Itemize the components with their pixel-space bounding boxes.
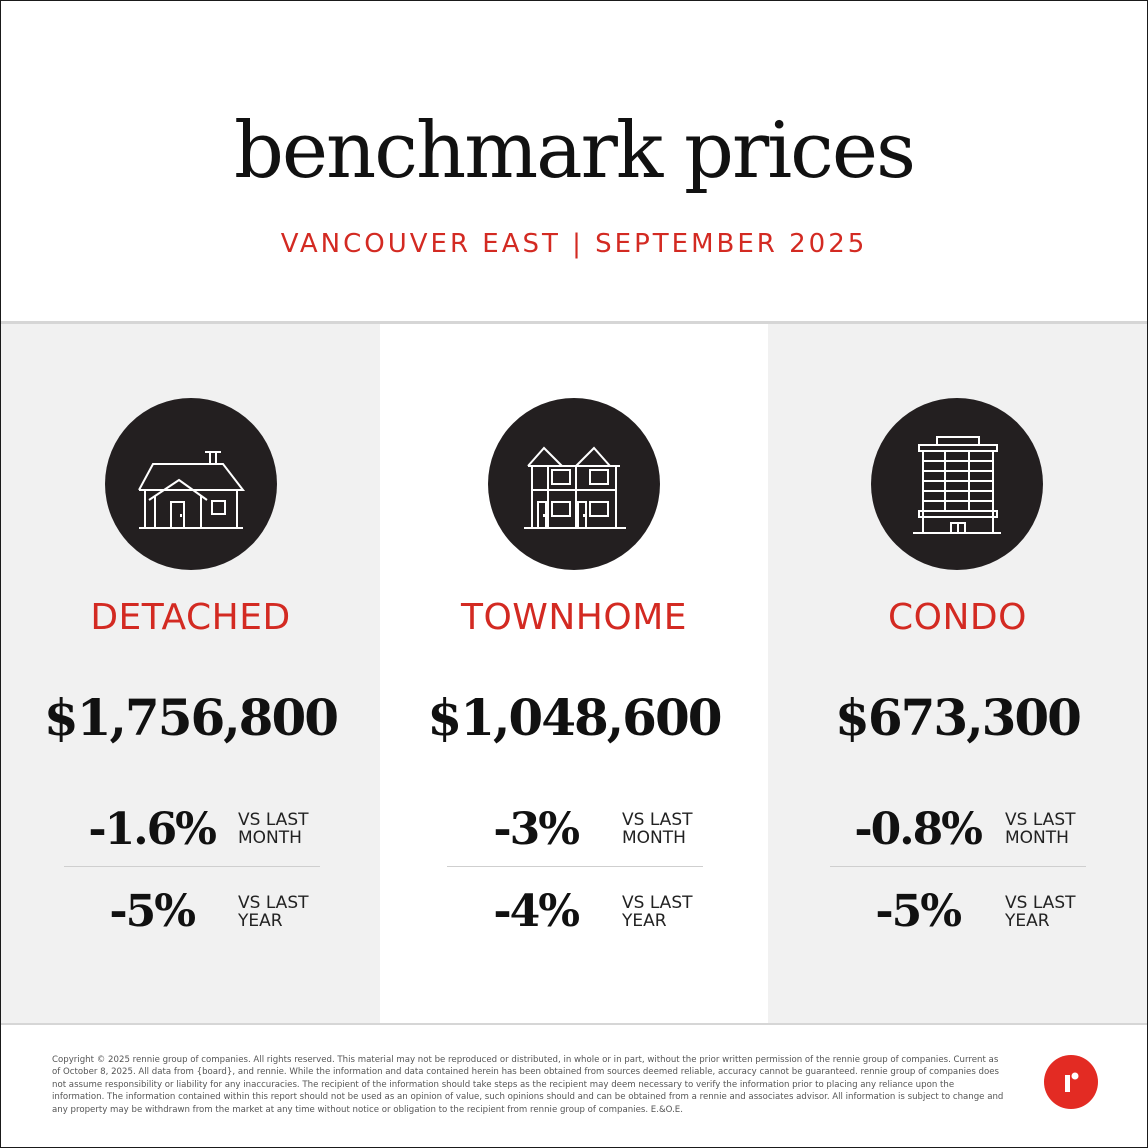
detached-year-change: -5% bbox=[51, 882, 196, 942]
year-label-line2: YEAR bbox=[1005, 911, 1050, 931]
header: benchmark prices VANCOUVER EAST | SEPTEM… bbox=[1, 1, 1147, 321]
month-label-line1: VS LAST bbox=[238, 810, 309, 830]
month-change-value: -1.6% bbox=[88, 804, 217, 855]
month-change-value: -0.8% bbox=[854, 804, 983, 855]
year-change-label: VS LAST YEAR bbox=[238, 894, 309, 930]
condo-panel: CONDO $673,300 -0.8% VS LAST MONTH -5% V… bbox=[768, 324, 1147, 1023]
year-label-line1: VS LAST bbox=[238, 893, 309, 913]
rennie-logo bbox=[1044, 1055, 1098, 1109]
condo-month-change: -0.8% bbox=[818, 800, 983, 860]
detached-label: DETACHED bbox=[90, 597, 291, 638]
detached-house-icon bbox=[105, 398, 277, 570]
townhome-label: TOWNHOME bbox=[460, 597, 688, 638]
condo-building-icon bbox=[871, 398, 1043, 570]
stat-divider bbox=[830, 866, 1086, 867]
month-label-line1: VS LAST bbox=[1005, 810, 1076, 830]
detached-price: $1,756,800 bbox=[43, 688, 339, 747]
year-change-value: -4% bbox=[493, 886, 580, 937]
townhome-year-change: -4% bbox=[440, 882, 580, 942]
year-label-line2: YEAR bbox=[238, 911, 283, 931]
month-change-label: VS LAST MONTH bbox=[622, 811, 693, 847]
month-label-line2: MONTH bbox=[238, 828, 302, 848]
stat-divider bbox=[447, 866, 703, 867]
townhome-panel: TOWNHOME $1,048,600 -3% VS LAST MONTH -4… bbox=[380, 324, 768, 1023]
year-label-line1: VS LAST bbox=[1005, 893, 1076, 913]
page-subtitle: VANCOUVER EAST | SEPTEMBER 2025 bbox=[280, 229, 868, 259]
detached-month-change: -1.6% bbox=[51, 800, 217, 860]
year-change-label: VS LAST YEAR bbox=[1005, 894, 1076, 930]
condo-label: CONDO bbox=[888, 597, 1027, 638]
condo-price: $673,300 bbox=[835, 688, 1082, 747]
year-change-label: VS LAST YEAR bbox=[622, 894, 693, 930]
stat-divider bbox=[64, 866, 320, 867]
month-label-line1: VS LAST bbox=[622, 810, 693, 830]
month-change-label: VS LAST MONTH bbox=[238, 811, 309, 847]
year-change-value: -5% bbox=[109, 886, 196, 937]
footer-divider bbox=[1, 1023, 1147, 1025]
month-label-line2: MONTH bbox=[1005, 828, 1069, 848]
townhome-icon bbox=[488, 398, 660, 570]
copyright-disclaimer: Copyright © 2025 rennie group of compani… bbox=[52, 1055, 1004, 1115]
condo-year-change: -5% bbox=[818, 882, 962, 942]
townhome-month-change: -3% bbox=[440, 800, 580, 860]
year-label-line2: YEAR bbox=[622, 911, 667, 931]
townhome-price: $1,048,600 bbox=[427, 688, 722, 747]
month-label-line2: MONTH bbox=[622, 828, 686, 848]
header-divider bbox=[1, 321, 1147, 324]
year-label-line1: VS LAST bbox=[622, 893, 693, 913]
month-change-value: -3% bbox=[493, 804, 580, 855]
year-change-value: -5% bbox=[875, 886, 962, 937]
month-change-label: VS LAST MONTH bbox=[1005, 811, 1076, 847]
page-title: benchmark prices bbox=[233, 106, 916, 196]
detached-panel: DETACHED $1,756,800 -1.6% VS LAST MONTH … bbox=[1, 324, 380, 1023]
